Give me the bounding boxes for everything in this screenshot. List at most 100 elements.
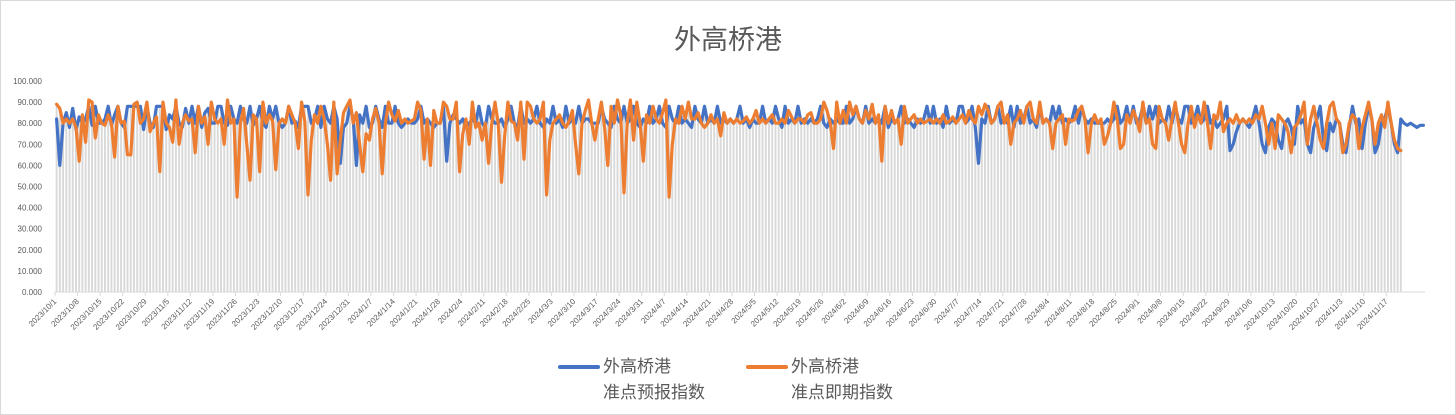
background-column [1096,123,1099,292]
background-column [848,102,851,292]
background-column [423,123,426,292]
background-column [797,106,799,292]
background-column [729,118,732,292]
background-column [236,123,239,292]
background-column [606,123,609,292]
background-column [1148,106,1151,292]
background-column [1235,114,1238,292]
background-column [149,123,152,292]
background-column [822,102,825,292]
background-column [342,112,345,293]
background-column [1299,114,1302,292]
background-column [764,123,767,292]
background-column [261,102,264,292]
background-column [1251,118,1254,292]
background-column [1225,106,1228,292]
background-column [1016,106,1019,292]
background-column [1080,106,1083,292]
background-column [249,106,251,292]
background-column [461,118,464,292]
background-column [407,118,409,292]
background-column [519,102,522,292]
background-column [120,123,123,292]
background-column [1390,123,1393,292]
background-column [771,114,774,292]
background-column [532,118,535,292]
background-column [368,127,371,292]
background-column [655,118,658,292]
background-column [1312,106,1315,292]
background-column [632,106,635,292]
background-column [748,123,751,292]
background-column [1077,110,1080,292]
background-column [252,114,255,292]
background-column [568,121,571,292]
background-column [600,102,603,292]
background-column [851,114,854,292]
background-column [1241,118,1244,292]
background-column [919,118,922,292]
background-column [639,123,642,292]
background-column [355,112,358,293]
background-column [281,118,284,292]
background-column [629,99,632,293]
background-column [503,127,506,292]
background-column [1035,123,1038,292]
background-column [1328,106,1331,292]
background-column [1112,102,1115,292]
background-column [1167,106,1170,292]
legend-item-spot: 外高桥港 准点即期指数 [746,354,893,406]
background-column [861,123,864,292]
y-tick-label: 80.000 [18,119,43,128]
background-column [400,123,403,292]
background-column [813,123,816,292]
background-column [1042,123,1044,292]
background-column [403,118,406,292]
background-column [171,118,174,292]
background-column [577,106,580,292]
background-column [555,118,558,292]
background-column [1003,118,1006,292]
legend-label-forecast-line2: 准点预报指数 [603,383,705,403]
background-column [1045,118,1048,292]
background-column [1067,118,1070,292]
background-column [1000,102,1003,292]
background-column [1038,102,1041,292]
background-column [316,106,319,292]
background-column [1029,102,1032,292]
background-column [671,118,674,292]
background-column [1006,114,1009,292]
background-column [178,123,181,292]
background-column [319,106,322,292]
background-column [242,108,245,293]
background-column [323,106,326,292]
background-column [1135,118,1138,292]
legend-swatch-spot [746,365,788,369]
background-column [1386,102,1389,292]
legend-label-spot-line1: 外高桥港 [791,357,859,377]
background-column [1151,118,1154,292]
background-column [194,123,197,292]
background-column [713,123,716,292]
background-column [1270,118,1273,292]
y-tick-label: 30.000 [18,225,43,234]
background-column [336,118,339,292]
background-column [864,106,867,292]
background-column [1357,118,1360,292]
background-column [1287,118,1289,292]
background-column [1119,123,1122,292]
background-column [129,106,132,292]
background-column [535,106,538,292]
background-column [1064,118,1067,292]
background-column [271,118,274,292]
background-column [1106,118,1109,292]
background-column [871,104,874,293]
background-column [703,106,706,292]
background-column [958,106,961,292]
background-column [706,123,709,292]
background-column [735,118,738,292]
y-tick-label: 90.000 [18,98,43,107]
background-column [793,123,796,292]
background-column [1396,148,1399,292]
background-column [722,112,725,293]
